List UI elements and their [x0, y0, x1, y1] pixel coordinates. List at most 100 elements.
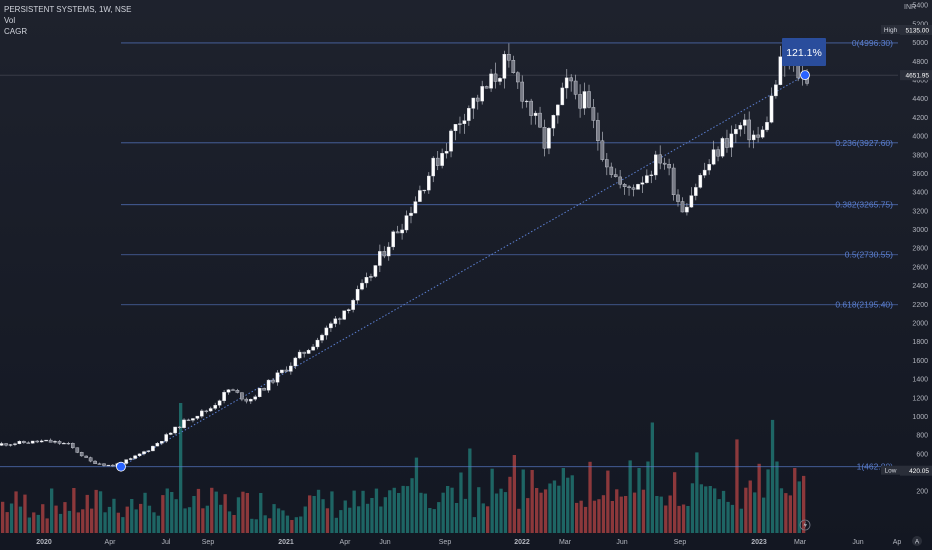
volume-bar: [299, 516, 303, 533]
candle-body: [738, 125, 743, 130]
candle-body: [600, 140, 605, 160]
volume-bar: [94, 489, 98, 533]
volume-bar: [388, 490, 392, 533]
candle-body: [57, 441, 62, 444]
volume-bar: [570, 475, 574, 533]
candle-body: [280, 369, 284, 373]
y-tick-label: 800: [916, 433, 928, 440]
symbol-title[interactable]: PERSISTENT SYSTEMS, 1W, NSE: [4, 5, 132, 14]
volume-bar: [695, 452, 699, 533]
volume-bar: [668, 495, 672, 533]
auto-scale-icon[interactable]: A: [912, 536, 922, 546]
candle-body: [685, 206, 689, 213]
volume-bar: [503, 492, 508, 533]
volume-bar: [116, 512, 120, 533]
volume-bar: [161, 495, 165, 533]
candle-body: [342, 310, 347, 320]
volume-bar: [566, 477, 570, 533]
volume-bar: [361, 490, 365, 533]
volume-bar: [428, 508, 432, 533]
volume-bar: [788, 495, 792, 533]
auto-scale-label: A: [915, 539, 920, 546]
y-tick-label: 200: [916, 489, 928, 496]
volume-bar: [726, 501, 730, 533]
candle-body: [627, 186, 631, 189]
candle-body: [79, 452, 84, 457]
candle-body: [155, 443, 160, 447]
fib-retracement[interactable]: 0(4996.30) 0.236(3927.60) 0.382(3265.75) 0.…: [0, 38, 898, 472]
y-tick-label: 4600: [912, 77, 928, 84]
volume-bar: [766, 469, 770, 533]
volume-bar: [641, 489, 646, 533]
candle-body: [66, 443, 71, 445]
volume-bar: [245, 493, 249, 533]
volume-bar: [632, 492, 637, 533]
volume-bar: [499, 488, 503, 533]
candle-body: [507, 54, 511, 61]
volume-bar: [54, 505, 58, 533]
candle-body: [97, 463, 102, 465]
volume-bar: [557, 485, 561, 533]
volume-bar: [18, 506, 23, 533]
price-tag-label-bg: [881, 465, 900, 475]
candle-body: [271, 379, 275, 383]
candle-body: [547, 127, 551, 149]
volume-bar: [535, 488, 539, 533]
volume-bar: [655, 496, 659, 533]
indicator-vol[interactable]: Vol: [4, 16, 16, 25]
candle-body: [756, 134, 760, 138]
indicator-cagr[interactable]: CAGR: [4, 27, 28, 36]
candle-body: [177, 426, 182, 429]
volume-bar: [606, 470, 610, 533]
volume-bar: [1, 501, 5, 533]
candle-body: [360, 282, 364, 290]
lightning-icon[interactable]: [799, 519, 811, 531]
volume-bar: [575, 502, 579, 533]
volume-bar: [730, 504, 735, 533]
cagr-start-anchor[interactable]: [116, 461, 126, 472]
volume-bar: [681, 504, 686, 533]
price-tag-value-bg: [900, 70, 932, 81]
candle-body: [346, 309, 351, 312]
candle-body: [75, 447, 80, 453]
candle-body: [382, 251, 387, 257]
price-tag: High 5135.00: [881, 24, 932, 35]
candle-body: [636, 184, 640, 190]
candle-body: [516, 72, 520, 83]
candle-body: [605, 159, 609, 168]
candle-body: [70, 443, 75, 448]
volume-bar: [414, 457, 419, 533]
volume-bar: [281, 510, 285, 533]
currency-label: INR: [904, 4, 916, 11]
volume-bar: [392, 487, 396, 533]
volume-bar: [548, 483, 552, 533]
volume-bar: [107, 506, 112, 533]
cagr-end-anchor[interactable]: [800, 70, 810, 81]
volume-bar: [753, 492, 757, 533]
candle-body: [248, 399, 253, 402]
cagr-badge[interactable]: 121.1%: [782, 38, 826, 66]
candle-body: [551, 115, 556, 129]
volume-bar: [321, 499, 325, 533]
volume-bar: [757, 463, 761, 533]
volume-bar: [272, 504, 276, 533]
x-tick-label: Ap: [893, 539, 902, 546]
time-axis[interactable]: 2020 Apr Jul Sep 2021 Apr Jun Sep 2022 Mar Jun Sep 2…: [0, 533, 932, 550]
candle-body: [707, 164, 711, 171]
volume-bar: [615, 489, 619, 533]
candle-body: [716, 149, 720, 157]
y-tick-label: 1600: [912, 358, 928, 365]
x-tick-label: Jun: [852, 539, 863, 546]
candle-body: [293, 357, 298, 367]
x-tick-label: 2023: [751, 539, 767, 546]
price-tag-value-bg: [900, 465, 932, 476]
x-tick-label: Sep: [202, 539, 215, 546]
candle-body: [480, 86, 485, 102]
candle-body: [284, 369, 289, 372]
volume-bar: [713, 488, 717, 533]
y-tick-label: 5000: [912, 40, 928, 47]
candle-body: [226, 389, 231, 393]
volume-bar: [410, 478, 414, 533]
candle-body: [649, 174, 654, 176]
